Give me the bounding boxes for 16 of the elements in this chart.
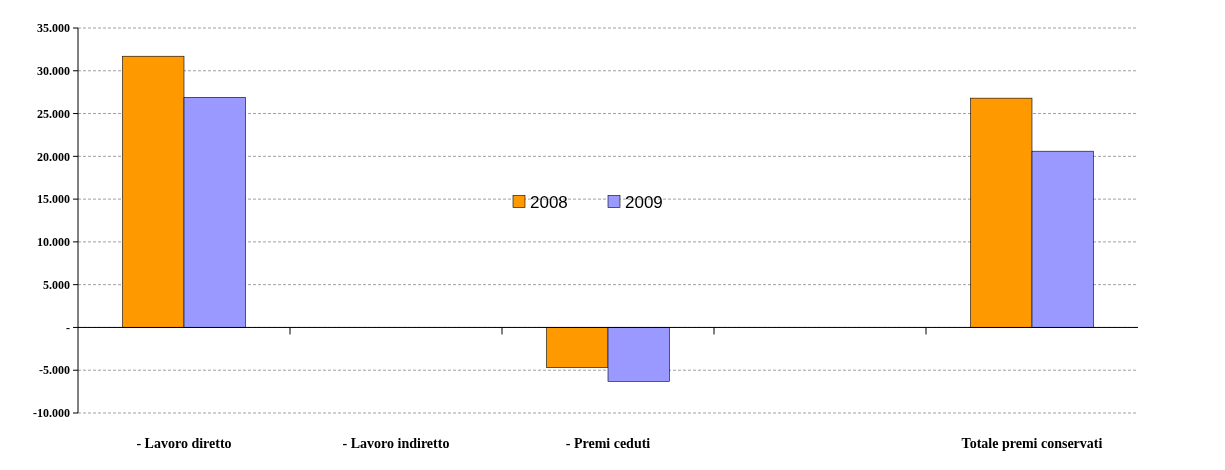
x-tick-label: - Lavoro indiretto xyxy=(342,436,450,451)
y-tick-label: 20.000 xyxy=(37,149,70,164)
x-tick-label: - Lavoro diretto xyxy=(136,436,232,451)
legend-label: 2009 xyxy=(625,193,663,213)
y-tick-label: 5.000 xyxy=(43,277,70,292)
y-tick-label: -10.000 xyxy=(33,406,70,421)
y-tick-label: 35.000 xyxy=(37,21,70,36)
y-tick-label: 10.000 xyxy=(37,235,70,250)
x-tick-label: - Premi ceduti xyxy=(565,436,651,451)
y-tick-label: 15.000 xyxy=(37,192,70,207)
y-tick-label: 25.000 xyxy=(37,106,70,121)
x-tick-label: Totale premi conservati xyxy=(961,436,1103,451)
y-tick-label: 30.000 xyxy=(37,63,70,78)
y-tick-label: - xyxy=(66,320,70,335)
legend-label: 2008 xyxy=(530,193,568,213)
y-tick-label: -5.000 xyxy=(39,363,70,378)
